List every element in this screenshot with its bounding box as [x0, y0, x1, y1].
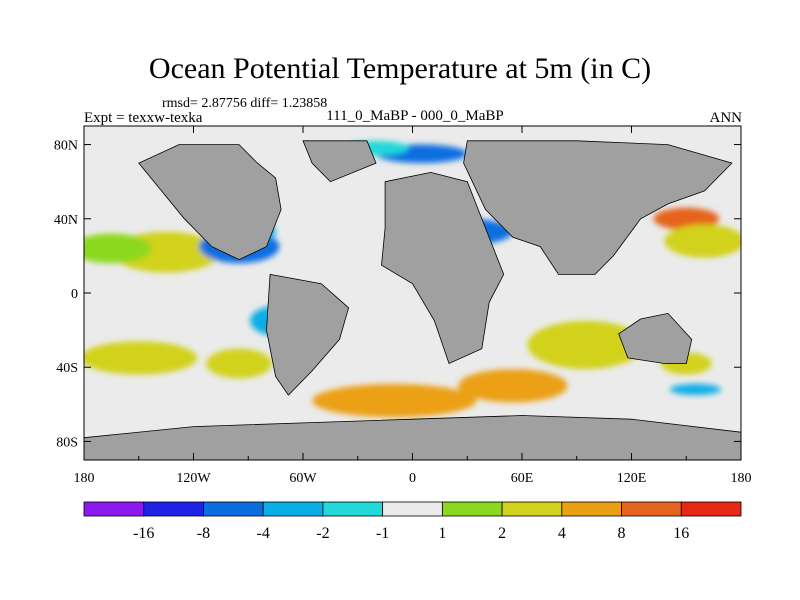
season-label: ANN [709, 110, 743, 126]
field-warm-southeast-pacific [206, 348, 272, 379]
x-tick-label: 0 [409, 471, 416, 486]
x-tick-label: 120W [176, 471, 211, 486]
figure-title: Ocean Potential Temperature at 5m (in C) [148, 52, 652, 85]
x-tick-label: 180 [731, 471, 752, 486]
australia-land [618, 312, 693, 364]
y-tick-label: 80N [54, 139, 78, 154]
land-mask-layer [84, 140, 741, 460]
colorbar-label: 16 [673, 525, 689, 542]
colorbar-label: -4 [257, 525, 270, 542]
x-tick-label: 60E [511, 471, 534, 486]
y-tick-label: 40N [54, 213, 78, 228]
colorbar-label: 8 [618, 525, 626, 542]
x-tick-label: 120E [617, 471, 647, 486]
colorbar-swatch [561, 501, 622, 517]
colorbar-swatch [621, 501, 682, 517]
field-warm-north-pacific-west [664, 224, 741, 258]
colorbar-label: 2 [498, 525, 506, 542]
south-america-land [266, 273, 350, 396]
greenland-land [302, 140, 377, 183]
colorbar-swatch [262, 501, 324, 517]
y-tick-label: 80S [56, 435, 78, 450]
field-warm-south-pacific [84, 341, 198, 375]
colorbar-swatch [680, 501, 742, 517]
colorbar-label: 1 [438, 525, 446, 542]
y-tick-label: 40S [56, 361, 78, 376]
axis-ticks: 180 120W 60W 0 60E 120E 180 80N 40N 0 40S 80S [54, 126, 752, 486]
stats-label: rmsd= 2.87756 diff= 1.23858 [162, 96, 328, 111]
colorbar-swatch [441, 501, 503, 517]
colorbar-label: -2 [316, 525, 329, 542]
field-warm-southern-ocean-atlantic [312, 383, 477, 418]
case-label: 111_0_MaBP - 000_0_MaBP [326, 108, 504, 124]
field-hot-northwest-pacific [653, 207, 720, 230]
colorbar: -16 -8 -4 -2 -1 1 2 4 8 16 [83, 501, 742, 542]
colorbar-label: 4 [558, 525, 566, 542]
colorbar-swatch [143, 501, 204, 517]
africa-europe-land [381, 171, 505, 365]
colorbar-label: -8 [197, 525, 210, 542]
field-mild-north-pacific-band [84, 233, 152, 264]
colorbar-swatch [501, 501, 563, 517]
field-warm-south-indian [527, 320, 645, 370]
colorbar-swatch [203, 501, 264, 517]
colorbar-swatch [322, 501, 384, 517]
x-tick-label: 180 [74, 471, 95, 486]
y-tick-label: 0 [71, 287, 78, 302]
antarctica-land [84, 415, 741, 460]
colorbar-swatch [83, 501, 145, 517]
colorbar-label: -1 [376, 525, 389, 542]
north-america-land [138, 144, 282, 261]
experiment-label: Expt = texxw-texka [84, 110, 203, 126]
colorbar-label: -16 [133, 525, 154, 542]
field-warm-southern-ocean-indian [458, 369, 568, 403]
colorbar-swatch [382, 501, 443, 517]
asia-land [463, 140, 733, 275]
field-cold-southeast-indian [669, 383, 721, 396]
x-tick-label: 60W [289, 471, 317, 486]
